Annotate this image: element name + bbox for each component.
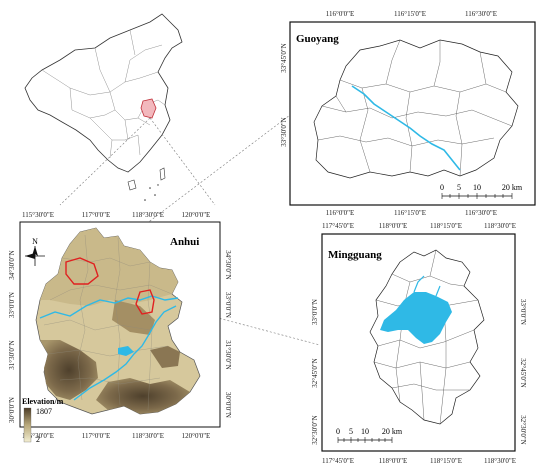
mingguang-bottom-tick-4: 118°30'0"E <box>484 457 516 465</box>
mingguang-map-panel: 117°45'0"E 118°0'0"E 118°15'0"E 118°30'0… <box>311 222 527 465</box>
anhui-bottom-tick-1: 115°30'0"E <box>22 432 54 440</box>
north-label: N <box>32 237 38 246</box>
mingguang-left-tick-2: 32°45'0"N <box>311 358 319 387</box>
china-overview-map <box>24 13 183 201</box>
guoyang-bottom-tick-3: 116°30'0"E <box>465 209 497 217</box>
mingguang-left-tick-1: 33°0'0"N <box>311 299 319 325</box>
guoyang-title: Guoyang <box>296 33 339 45</box>
anhui-top-tick-3: 118°30'0"E <box>132 211 164 219</box>
anhui-top-tick-4: 120°0'0"E <box>182 211 211 219</box>
mingguang-scale-5: 5 <box>349 427 353 436</box>
mingguang-top-tick-4: 118°30'0"E <box>484 222 516 230</box>
anhui-top-tick-1: 115°30'0"E <box>22 211 54 219</box>
guoyang-top-tick-1: 116°0'0"E <box>326 10 354 18</box>
anhui-right-tick-3: 31°30'0"N <box>224 340 232 369</box>
anhui-highlight <box>140 98 157 119</box>
mingguang-scale-0: 0 <box>336 427 340 436</box>
mingguang-lake <box>380 292 452 344</box>
guoyang-scale-10: 10 <box>473 183 481 192</box>
mingguang-scale-20: 20 km <box>382 427 403 436</box>
anhui-bottom-tick-3: 118°30'0"E <box>132 432 164 440</box>
mingguang-right-tick-1: 33°0'0"N <box>519 299 527 325</box>
anhui-huai-river <box>39 295 179 319</box>
elevation-legend-max: 1807 <box>36 407 52 416</box>
mingguang-bottom-tick-2: 118°0'0"E <box>379 457 407 465</box>
guoyang-map-panel: 116°0'0"E 116°15'0"E 116°30'0"E 116°0'0"… <box>280 10 536 217</box>
anhui-mingguang-boundary <box>135 289 155 315</box>
mingguang-bottom-tick-3: 118°15'0"E <box>430 457 462 465</box>
anhui-right-tick-1: 34°30'0"N <box>224 250 232 279</box>
mingguang-top-tick-2: 118°0'0"E <box>379 222 407 230</box>
mingguang-right-tick-2: 32°45'0"N <box>519 358 527 387</box>
anhui-bottom-tick-4: 120°0'0"E <box>182 432 211 440</box>
guoyang-top-tick-2: 116°15'0"E <box>394 10 426 18</box>
guoyang-scale-20: 20 km <box>502 183 523 192</box>
elevation-legend-bar <box>23 407 32 443</box>
mingguang-right-tick-3: 32°30'0"N <box>519 415 527 444</box>
anhui-right-tick-2: 33°0'0"N <box>224 292 232 318</box>
mingguang-bottom-tick-1: 117°45'0"E <box>322 457 354 465</box>
guoyang-bottom-tick-2: 116°15'0"E <box>394 209 426 217</box>
guoyang-bottom-tick-1: 116°0'0"E <box>326 209 354 217</box>
mingguang-left-tick-3: 32°30'0"N <box>311 415 319 444</box>
guoyang-river <box>351 85 461 171</box>
mingguang-top-tick-1: 117°45'0"E <box>322 222 354 230</box>
mingguang-scale-bar: 0 5 10 20 km <box>336 427 403 443</box>
anhui-title: Anhui <box>170 236 199 248</box>
guoyang-scale-bar: 0 5 10 20 km <box>440 183 523 199</box>
guoyang-top-tick-3: 116°30'0"E <box>465 10 497 18</box>
guoyang-left-tick-2: 33°30'0"N <box>280 117 288 146</box>
elevation-legend-min: 2 <box>36 435 40 444</box>
anhui-right-tick-4: 30°0'0"N <box>224 392 232 418</box>
mingguang-top-tick-3: 118°15'0"E <box>430 222 462 230</box>
anhui-map-panel: 115°30'0"E 117°0'0"E 118°30'0"E 120°0'0"… <box>8 211 232 444</box>
north-arrow-icon <box>25 246 45 266</box>
mingguang-scale-10: 10 <box>361 427 369 436</box>
anhui-left-tick-2: 33°0'0"N <box>8 292 16 318</box>
mingguang-title: Mingguang <box>328 249 382 261</box>
guoyang-scale-0: 0 <box>440 183 444 192</box>
anhui-left-tick-1: 34°30'0"N <box>8 250 16 279</box>
anhui-top-tick-2: 117°0'0"E <box>82 211 110 219</box>
anhui-left-tick-4: 30°0'0"N <box>8 397 16 423</box>
guoyang-scale-5: 5 <box>457 183 461 192</box>
anhui-yangtze-river <box>73 305 177 401</box>
anhui-guoyang-boundary <box>65 257 99 285</box>
anhui-bottom-tick-2: 117°0'0"E <box>82 432 110 440</box>
guoyang-left-tick-1: 33°45'0"N <box>280 43 288 72</box>
anhui-left-tick-3: 31°30'0"N <box>8 340 16 369</box>
elevation-legend-title: Elevation/m <box>22 397 64 406</box>
